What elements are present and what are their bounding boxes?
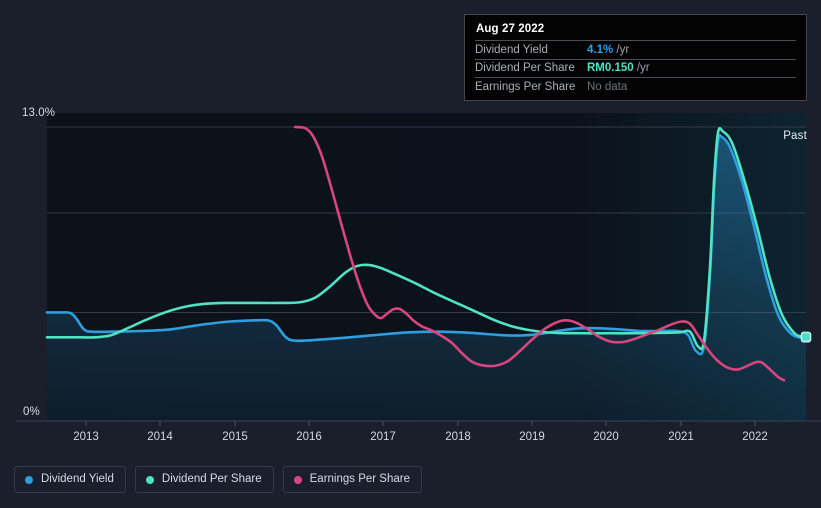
legend-color-dot-icon <box>25 475 33 484</box>
tooltip-row-label: Dividend Per Share <box>475 62 575 75</box>
chart-series-lines <box>45 125 808 382</box>
x-axis-label-2019: 2019 <box>519 431 545 443</box>
x-axis-label-2013: 2013 <box>73 431 99 443</box>
legend-item-label: Dividend Yield <box>41 473 114 485</box>
chart-series-areas <box>47 135 806 422</box>
y-axis-tick-max: 13.0% <box>22 107 56 119</box>
tooltip-row: Earnings Per Share No data <box>475 77 796 96</box>
chart-axis-ticks <box>85 421 756 426</box>
legend-color-dot-icon <box>145 475 154 484</box>
x-axis-label-2022: 2022 <box>742 431 768 443</box>
chart-legend: Dividend Yield Dividend Per Share Earnings… <box>14 466 422 493</box>
series-line-dividend-yield <box>45 133 808 356</box>
y-axis-tick-min: 0% <box>23 406 40 418</box>
legend-item-earnings-per-share[interactable]: Earnings Per Share <box>282 466 422 493</box>
x-axis-label-2020: 2020 <box>593 431 619 443</box>
tooltip-row-value: No data <box>587 80 628 93</box>
tooltip-row-value: RM0.150 /yr <box>587 62 650 74</box>
x-axis-label-2015: 2015 <box>222 431 248 443</box>
legend-color-dot-icon <box>293 475 302 484</box>
tooltip-value-number: 4.1% <box>587 43 614 56</box>
chart-tooltip: Aug 27 2022 Dividend Yield 4.1% /yr Divide… <box>464 14 807 101</box>
series-line-earnings-per-share <box>293 125 786 382</box>
tooltip-value-number: RM0.150 <box>587 62 634 75</box>
tooltip-row-label: Dividend Yield <box>475 43 548 56</box>
tooltip-date: Aug 27 2022 <box>476 23 545 35</box>
legend-item-dividend-yield[interactable]: Dividend Yield <box>14 466 126 493</box>
legend-item-label: Earnings Per Share <box>309 473 410 485</box>
x-axis-label-2014: 2014 <box>147 431 173 443</box>
tooltip-value-unit: /yr <box>613 43 630 56</box>
x-axis-label-2018: 2018 <box>445 431 471 443</box>
past-region-label: Past <box>783 130 807 142</box>
tooltip-value-unit: /yr <box>633 62 650 75</box>
tooltip-row: Dividend Per Share RM0.150 /yr <box>475 58 796 78</box>
x-axis-label-2021: 2021 <box>668 431 694 443</box>
tooltip-row: Dividend Yield 4.1% /yr <box>475 40 796 59</box>
legend-item-dividend-per-share[interactable]: Dividend Per Share <box>134 466 274 493</box>
x-axis-label-2016: 2016 <box>296 431 322 443</box>
x-axis-label-2017: 2017 <box>370 431 396 443</box>
legend-item-label: Dividend Per Share <box>161 473 262 485</box>
series-area-dividend-yield <box>47 135 806 422</box>
endpoint-marker-dividend-per-share <box>800 331 812 343</box>
chart-endpoint-markers <box>800 331 812 343</box>
series-line-dividend-per-share <box>45 126 808 351</box>
tooltip-row-label: Earnings Per Share <box>475 80 576 93</box>
tooltip-row-value: 4.1% /yr <box>587 44 629 56</box>
tooltip-rows: Dividend Yield 4.1% /yr Dividend Per Share… <box>475 40 796 96</box>
